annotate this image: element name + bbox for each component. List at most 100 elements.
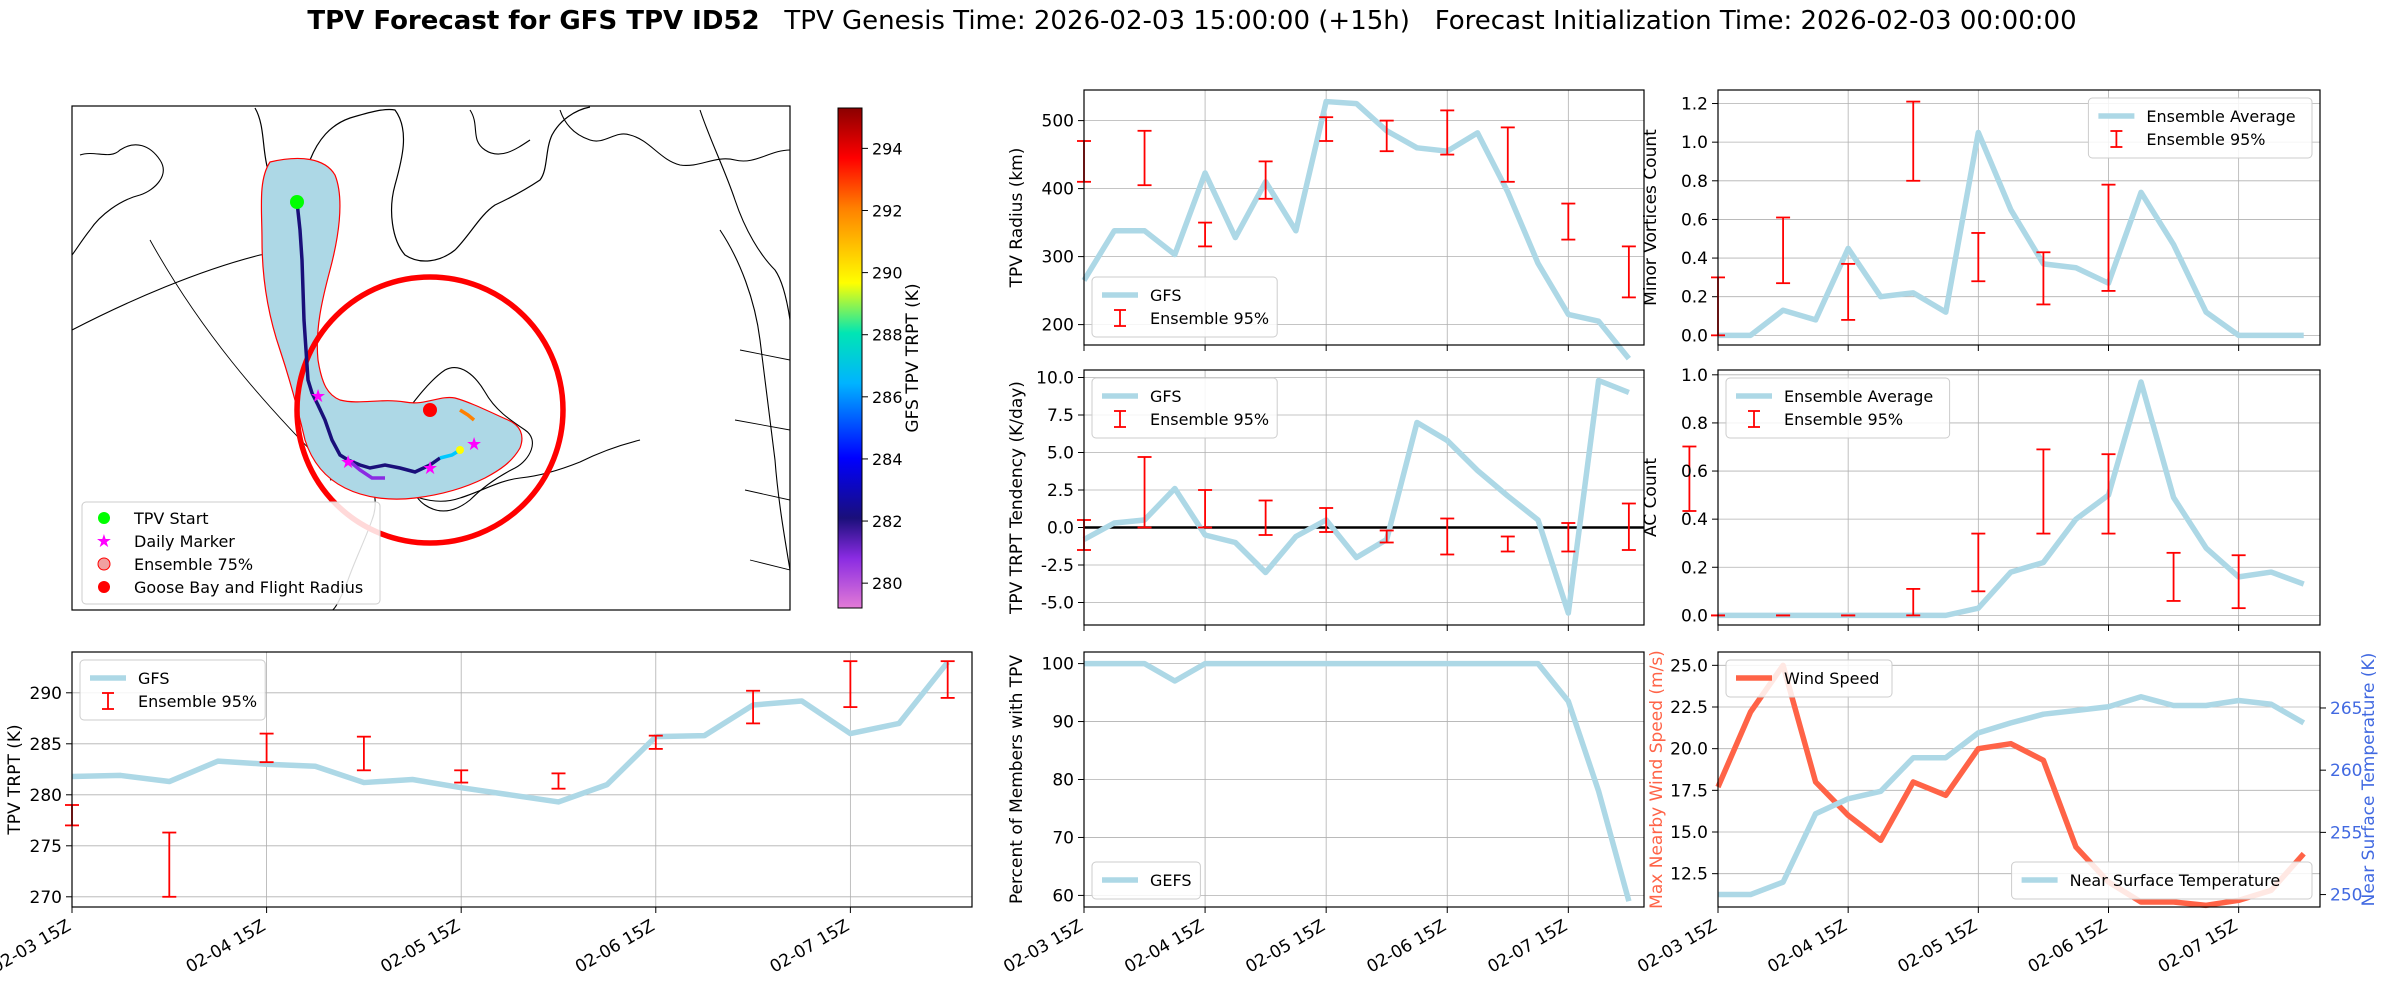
series-line-ensemble-average [1718,129,2304,339]
y-axis-label: Percent of Members with TPV [1007,655,1027,904]
y-tick-label: 70 [1052,828,1074,848]
legend: GFS Ensemble 95% [79,659,266,721]
legend-label: Ensemble 95% [2146,130,2265,149]
legend-box [1725,659,1893,698]
legend-ensemble-75: Ensemble 75% [134,555,253,574]
x-tick-label: 02-06 15Z [1363,916,1449,977]
legend-box [79,659,266,721]
plot-frame [71,651,973,908]
plot-frame [1083,651,1645,908]
colorbar-tick-label: 286 [872,388,903,407]
errorbar [2036,448,2051,535]
legend-box [1091,377,1278,439]
y-tick-label: 10.0 [1036,369,1074,389]
panel-minor: 0.0 0.2 0.4 0.6 0.8 1.0 1.2 Minor Vortices Coun… [1641,89,2321,351]
y-tick-label: 25.0 [1670,656,1708,676]
errorbar [1621,502,1636,551]
y-axis-label: TPV Radius (km) [1007,148,1027,289]
coastline-alaska [72,144,164,256]
y-tick-label: 17.5 [1670,781,1708,801]
legend-label: GEFS [1150,871,1192,890]
x-tick-label: 02-05 15Z [1895,916,1981,977]
x-tick-label: 02-06 15Z [572,916,658,977]
coastline-arctic [469,109,790,166]
x-tick-label: 02-03 15Z [0,916,75,977]
y-tick-label: 0.8 [1681,414,1708,434]
y-tick-label: 2.5 [1047,481,1074,501]
errorbar [2166,551,2181,602]
colorbar-tick-label: 282 [872,512,903,531]
y-tick-label: 7.5 [1047,406,1074,426]
series-line-near-surface-temperature [1718,694,2306,898]
colorbar-ticks: 280 282 284 286 288 290 292 294 [862,139,903,593]
legend-label: GFS [1150,387,1181,406]
y-tick-label: 0.2 [1681,288,1708,308]
legend-label: Ensemble 95% [138,692,257,711]
y-tick-label: 22.5 [1670,698,1708,718]
title-genesis: TPV Genesis Time: 2026-02-03 15:00:00 (+… [784,6,1410,36]
colorbar-tick-label: 290 [872,264,903,283]
x-tick-label: 02-04 15Z [183,916,269,977]
errorbar [1500,535,1515,553]
y-tick-label: -2.5 [1041,556,1074,576]
legend-tpv-start: TPV Start [133,509,209,528]
y-tick-label: 1.0 [1681,366,1708,386]
errorbar [1776,216,1791,285]
legend-goose-swatch [98,581,110,593]
x-tick-label: 02-07 15Z [767,916,853,977]
coastline-labrador [399,367,533,512]
track-end-yellow [456,446,464,454]
tpv-track-hot [459,408,476,422]
plot-frame [1717,651,2321,908]
legend-box [2011,861,2313,900]
legend-start-swatch [98,512,110,524]
errorbar [1906,100,1921,182]
colorbar-tick-label: 280 [872,574,903,593]
y-tick-label: 285 [30,735,62,755]
x-tick-label: 02-06 15Z [2025,916,2111,977]
plot-frame [1083,369,1645,626]
errorbar [454,769,469,784]
series-line-gfs [1081,98,1632,361]
errorbar [648,734,663,750]
legend-box [1091,861,1201,900]
x-tick-label: 02-03 15Z [1634,916,1720,977]
legend-star-swatch: ★ [96,531,112,552]
errorbar [356,735,371,772]
legend-label: GFS [138,669,169,688]
errorbar [1319,507,1334,533]
y-tick-label: -5.0 [1041,594,1074,614]
legend-box [1725,377,1951,439]
figure-title: TPV Forecast for GFS TPV ID52 TPV Genesi… [0,6,2384,36]
legend-label: Ensemble 95% [1150,309,1269,328]
y-tick-label: 290 [30,684,62,704]
errorbar [1971,232,1986,283]
errorbar [1440,109,1455,156]
flight-radius-circle [294,274,566,546]
tpv-track-late [346,458,385,480]
panel-tendency: -5.0 -2.5 0.0 2.5 5.0 7.5 10.0 TPV TRPT Tendenc… [1007,369,2121,631]
errorbar [259,732,274,764]
y-tick-label: 0.6 [1681,210,1708,230]
colorbar-label: GFS TPV TRPT (K) [903,283,923,432]
errorbar [1971,532,1986,593]
legend: Ensemble Average Ensemble 95% [2087,97,2313,159]
errorbar [1561,202,1576,241]
errorbar [1906,588,1921,617]
legend-label: GFS [1150,286,1181,305]
colorbar: 280 282 284 286 288 290 292 294 GFS TPV TRPT (K… [837,107,923,609]
y-tick-label: 280 [30,786,62,806]
errorbar [1561,522,1576,553]
series-line-ensemble-average [1718,379,2305,619]
map-legend: ★ TPV Start Daily Marker Ensemble 75% Go… [81,501,381,605]
y-axis-label: Max Nearby Wind Speed (m/s) [1647,650,1667,909]
errorbar [1841,262,1856,321]
y-tick-label: 300 [1042,248,1074,268]
y-axis-label: TPV TRPT Tendency (K/day) [1007,381,1027,615]
errorbar [2036,251,2051,306]
y-tick-label: 1.0 [1681,133,1708,153]
daily-marker-2: ★ [340,452,356,473]
y-tick-label: 1.2 [1681,95,1708,115]
y-tick-label: 100 [1042,655,1074,675]
